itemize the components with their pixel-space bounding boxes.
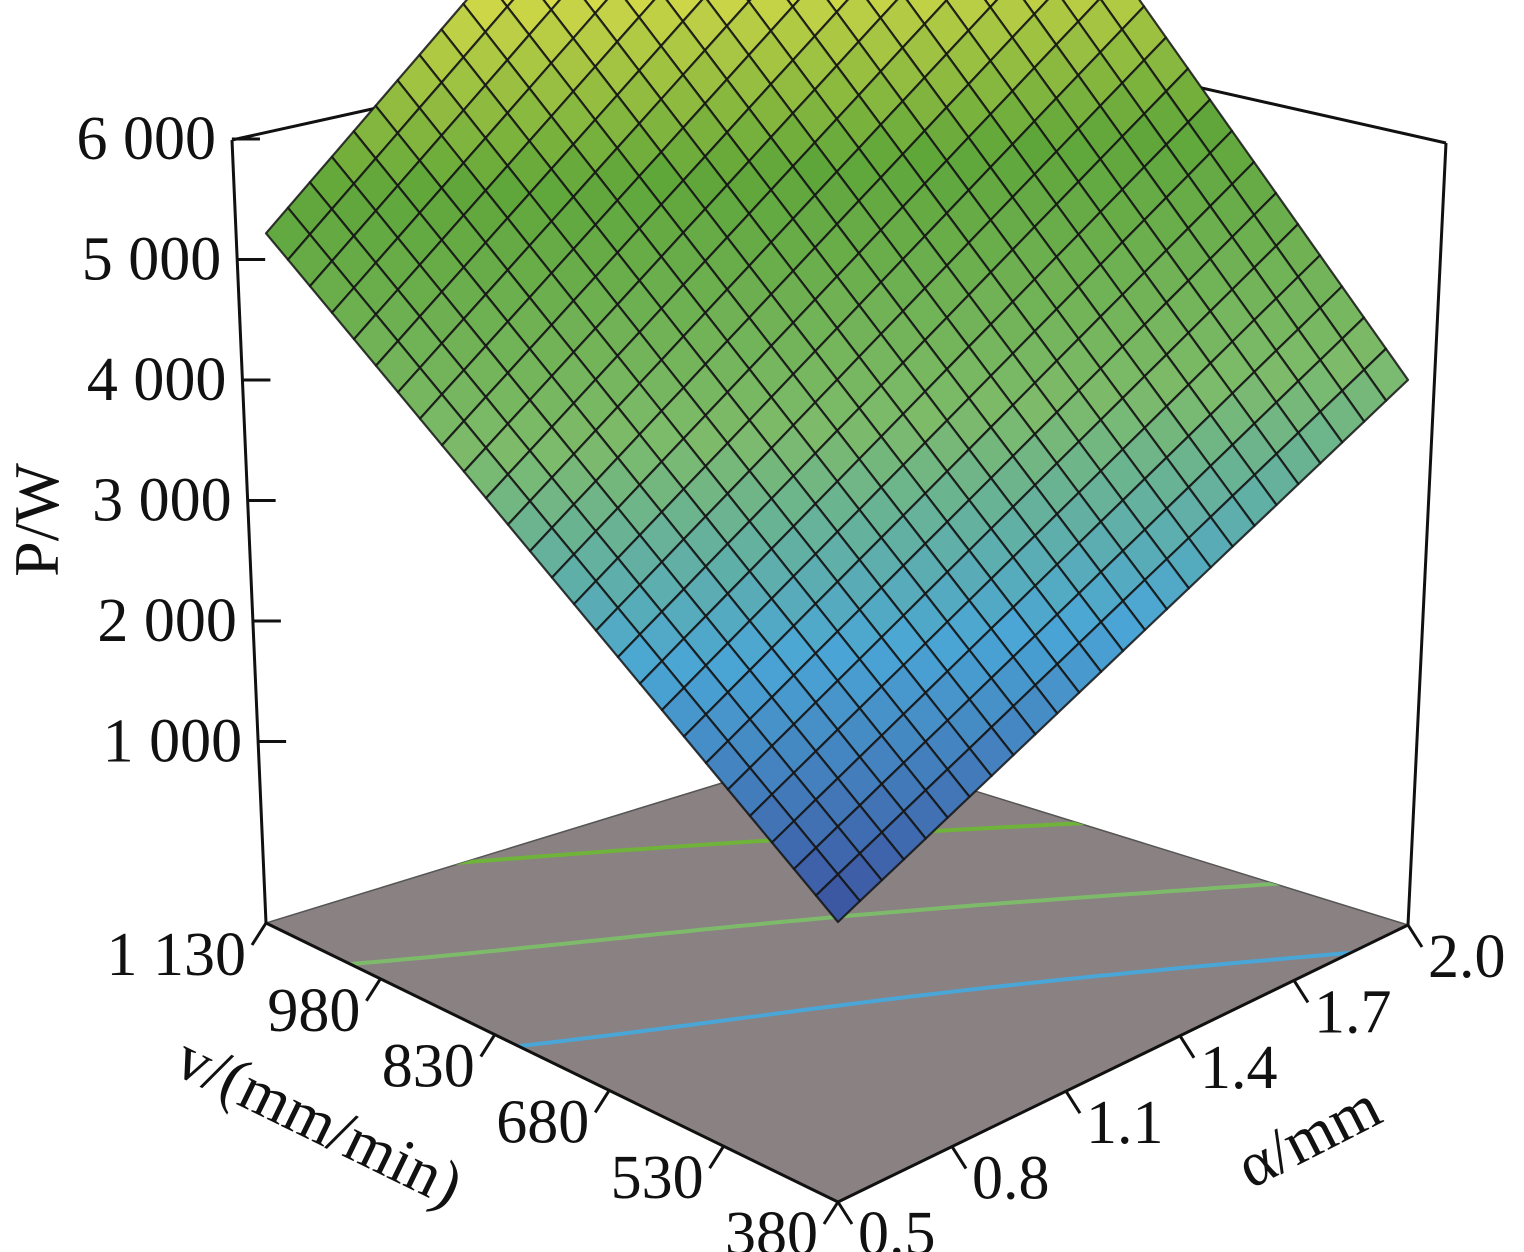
x-tick-label: 380: [725, 1200, 818, 1252]
y-tick-label: 0.8: [972, 1145, 1050, 1213]
y-tick-mark: [950, 1145, 968, 1170]
x-tick-mark: [708, 1145, 725, 1170]
surface-cell: [583, 0, 609, 15]
z-axis-ticks: 1 000 2 000 3 000 4 000 5 000 6 000: [76, 105, 287, 776]
x-tick-label: 830: [382, 1033, 475, 1101]
y-tick-label: 0.5: [858, 1200, 936, 1252]
surface-cell: [542, 0, 562, 11]
x-axis-ticks: 1 130 980 830 680 530 380: [107, 921, 840, 1252]
surface-cell: [826, 0, 850, 14]
y-tick-label: 2.0: [1428, 923, 1506, 991]
y-axis-ticks: 0.5 0.8 1.1 1.4 1.7 2.0: [836, 923, 1506, 1252]
z-axis-title: P/W: [1, 463, 72, 577]
response-surface: [264, 0, 1410, 924]
contour-line: [349, 878, 1318, 966]
x-tick-label: 1 130: [107, 921, 247, 989]
y-tick-label: 1.4: [1200, 1034, 1278, 1102]
y-tick-label: 1.7: [1314, 978, 1392, 1046]
y-tick-mark: [1406, 924, 1424, 948]
x-tick-mark: [365, 977, 382, 1002]
x-tick-mark: [593, 1089, 611, 1114]
z-tick-label: 1 000: [103, 708, 243, 776]
y-tick-mark: [836, 1201, 854, 1225]
y-tick-mark: [1064, 1090, 1082, 1115]
z-tick-label: 6 000: [76, 105, 216, 173]
x-tick-mark: [822, 1201, 840, 1225]
surface-cell: [814, 873, 862, 924]
y-tick-mark: [1178, 1034, 1196, 1059]
z-tick-label: 4 000: [87, 346, 227, 414]
x-tick-mark: [479, 1033, 497, 1058]
z-tick-label: 3 000: [92, 467, 232, 535]
surface-cell: [1022, 0, 1050, 16]
x-tick-mark: [250, 922, 268, 946]
x-tick-label: 530: [611, 1144, 704, 1212]
x-tick-label: 980: [267, 977, 360, 1045]
y-tick-mark: [1292, 979, 1310, 1004]
x-tick-label: 680: [496, 1088, 589, 1156]
z-tick-label: 2 000: [97, 587, 237, 655]
y-tick-label: 1.1: [1086, 1089, 1164, 1157]
z-tick-label: 5 000: [82, 226, 222, 294]
contour-line: [518, 942, 1408, 1049]
